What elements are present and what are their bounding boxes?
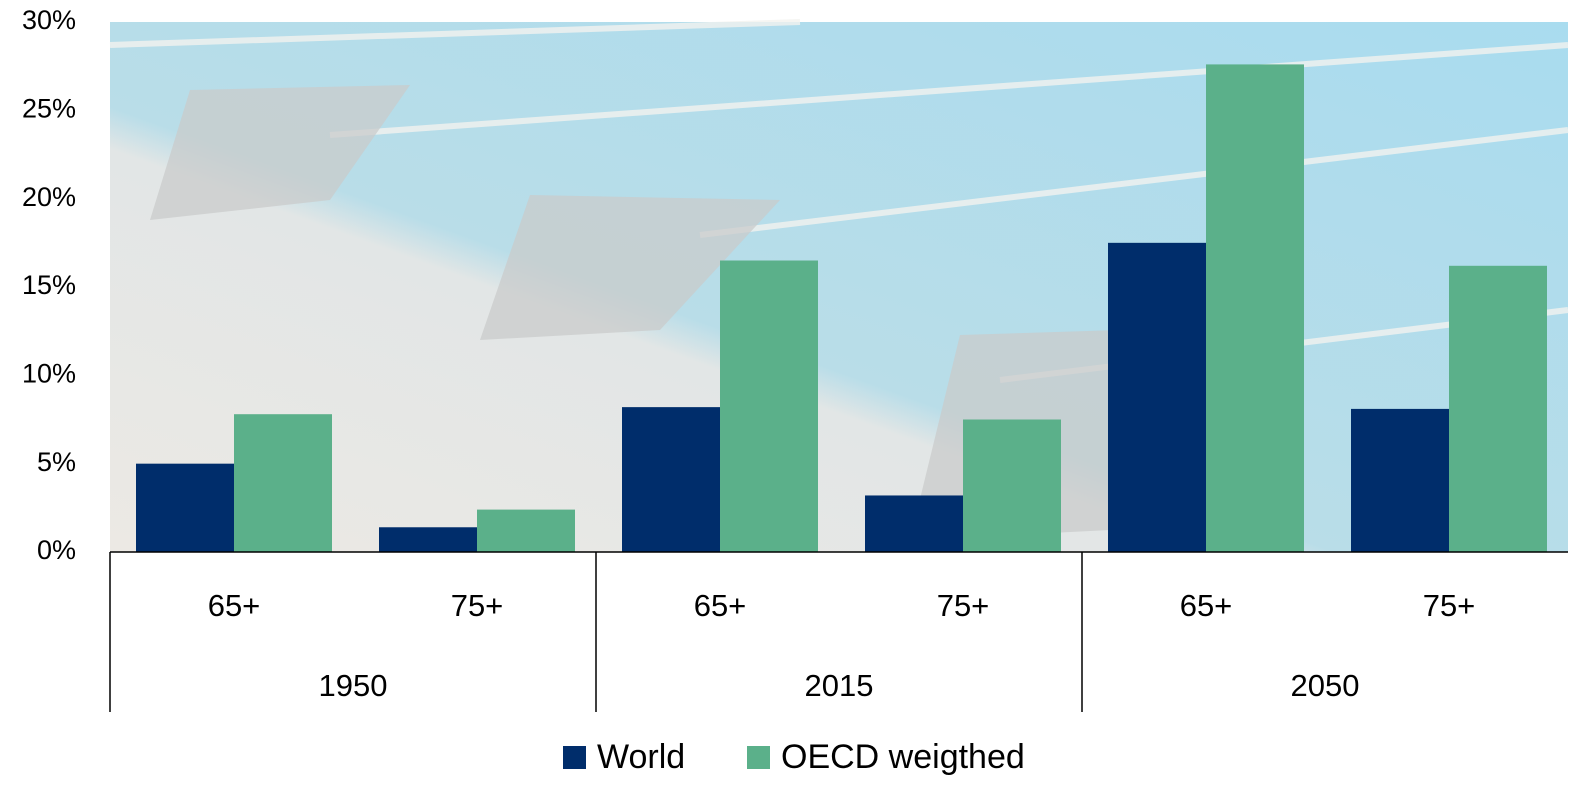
bar <box>234 414 332 552</box>
legend-label: OECD weigthed <box>781 738 1025 776</box>
x-tick-label: 75+ <box>937 588 990 623</box>
x-tick-label: 65+ <box>694 588 747 623</box>
bar <box>720 260 818 552</box>
group-label: 2015 <box>805 668 874 703</box>
legend-swatch <box>563 746 586 769</box>
x-tick-label: 75+ <box>451 588 504 623</box>
x-tick-label: 65+ <box>1180 588 1233 623</box>
bar <box>477 509 575 552</box>
group-label: 2050 <box>1291 668 1360 703</box>
bar <box>379 527 477 552</box>
bar <box>622 407 720 552</box>
x-tick-label: 65+ <box>208 588 261 623</box>
bar <box>1206 64 1304 553</box>
legend-swatch <box>747 746 770 769</box>
bar <box>865 495 963 552</box>
y-tick-label: 30% <box>22 5 76 35</box>
y-tick-label: 0% <box>37 535 76 565</box>
y-tick-label: 5% <box>37 447 76 477</box>
x-tick-label: 75+ <box>1423 588 1476 623</box>
group-label: 1950 <box>319 668 388 703</box>
bar <box>1449 265 1547 552</box>
y-tick-label: 20% <box>22 182 76 212</box>
bar <box>1351 408 1449 552</box>
bar <box>1108 242 1206 553</box>
legend-label: World <box>597 738 685 776</box>
y-tick-label: 15% <box>22 270 76 300</box>
y-tick-label: 25% <box>22 93 76 123</box>
bar <box>136 463 234 552</box>
y-tick-label: 10% <box>22 358 76 388</box>
bar <box>963 419 1061 552</box>
background-photo <box>109 19 1569 552</box>
